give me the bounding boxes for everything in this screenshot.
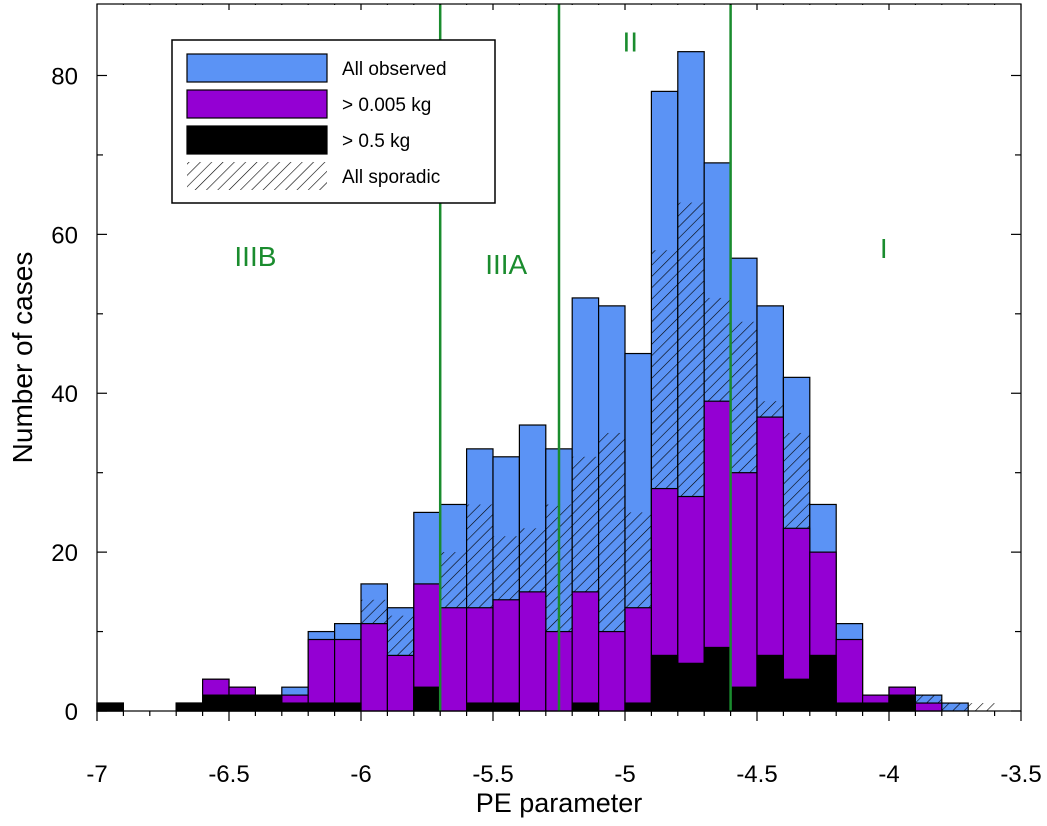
- y-tick-label: 40: [51, 381, 78, 408]
- x-axis-label: PE parameter: [476, 788, 643, 818]
- region-label: IIIA: [485, 249, 527, 280]
- bars-over-05kg: [96, 646, 916, 712]
- bar-over-05kg: [729, 686, 758, 712]
- bar-over-05kg: [835, 702, 864, 712]
- bar-over-05kg: [96, 702, 124, 712]
- x-tick-labels: -7 -6.5 -6 -5.5 -5 -4.5 -4 -3.5: [86, 761, 1041, 788]
- bar-over-0005kg: [360, 623, 388, 712]
- legend-label: All sporadic: [342, 167, 440, 188]
- legend-swatch: [186, 53, 328, 83]
- bar-over-0005kg: [439, 607, 468, 712]
- bar-over-0005kg: [518, 591, 547, 712]
- bar-over-05kg: [254, 694, 283, 712]
- y-tick-label: 80: [51, 63, 78, 90]
- bar-over-05kg: [281, 702, 309, 712]
- bar-over-05kg: [334, 702, 362, 712]
- y-tick-label: 0: [65, 699, 78, 726]
- bar-over-05kg: [782, 678, 811, 712]
- bar-over-0005kg: [492, 599, 520, 712]
- bar-over-05kg: [756, 654, 784, 712]
- bar-over-0005kg: [597, 630, 626, 712]
- bar-over-0005kg: [307, 638, 336, 712]
- x-tick-label: -4.5: [736, 761, 777, 788]
- bar-over-0005kg: [571, 591, 600, 712]
- bar-over-05kg: [466, 702, 494, 712]
- bar-over-05kg: [307, 702, 336, 712]
- legend-swatch: [187, 162, 327, 190]
- legend-label: > 0.005 kg: [342, 95, 431, 116]
- bar-over-05kg: [175, 702, 204, 712]
- bar-over-0005kg: [914, 702, 943, 712]
- legend-swatch: [186, 89, 328, 119]
- bar-over-0005kg: [386, 654, 415, 712]
- legend-swatch: [186, 125, 328, 155]
- y-tick-label: 60: [51, 222, 78, 249]
- y-axis-label: Number of cases: [7, 252, 38, 464]
- y-tick-labels: 0 20 40 60 80: [51, 63, 78, 726]
- region-label: IIIB: [234, 241, 276, 272]
- y-tick-label: 20: [51, 540, 78, 567]
- bar-over-0005kg: [624, 607, 652, 712]
- bar-over-05kg: [650, 654, 679, 712]
- bar-all-sporadic: [968, 703, 995, 711]
- bar-over-05kg: [809, 654, 837, 712]
- bar-over-05kg: [228, 694, 256, 712]
- bar-over-0005kg: [466, 607, 494, 712]
- bar-over-05kg: [624, 702, 652, 712]
- region-label: I: [880, 233, 888, 264]
- bar-over-05kg: [413, 686, 441, 712]
- region-label: II: [622, 27, 638, 58]
- bar-over-05kg: [888, 694, 916, 712]
- x-tick-label: -7: [86, 761, 107, 788]
- bar-over-05kg: [492, 702, 520, 712]
- legend-label: > 0.5 kg: [342, 131, 410, 152]
- bar-over-05kg: [202, 694, 230, 712]
- bar-over-05kg: [703, 646, 732, 712]
- bar-over-0005kg: [334, 638, 362, 712]
- plot-frame: [96, 3, 1022, 712]
- x-tick-label: -4: [878, 761, 899, 788]
- x-tick-label: -3.5: [1000, 761, 1041, 788]
- legend-label: All observed: [342, 59, 447, 80]
- bar-over-0005kg: [835, 638, 864, 712]
- x-tick-label: -6: [350, 761, 371, 788]
- x-tick-label: -5.5: [472, 761, 513, 788]
- legend: All observed > 0.005 kg > 0.5 kg All sporad…: [171, 39, 496, 204]
- bar-over-0005kg: [729, 472, 758, 712]
- x-tick-label: -6.5: [208, 761, 249, 788]
- bar-over-05kg: [861, 702, 890, 712]
- bar-over-05kg: [571, 702, 600, 712]
- bar-all-sporadic: [941, 703, 969, 711]
- x-tick-label: -5: [614, 761, 635, 788]
- bar-over-05kg: [677, 662, 705, 712]
